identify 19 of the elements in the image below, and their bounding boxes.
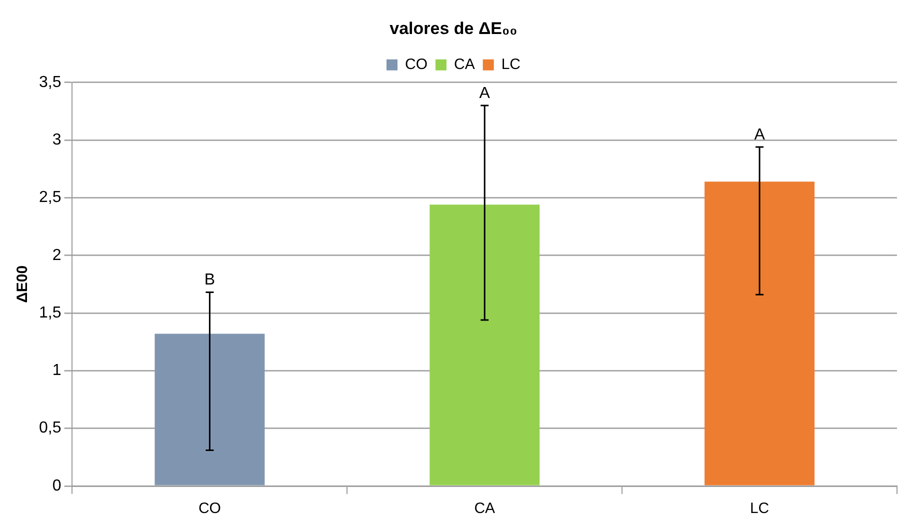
y-tick-label: 0,5	[38, 420, 62, 437]
y-tick-label: 1	[52, 362, 62, 380]
x-tick-label: LC	[750, 500, 770, 518]
x-tick-label: CA	[474, 500, 496, 518]
chart-title: valores de ΔE₀₀	[390, 18, 518, 38]
y-tick-label: 3,5	[38, 74, 62, 91]
y-tick-label: 1,5	[38, 304, 62, 322]
annotation: B	[204, 272, 216, 289]
legend-label: CA	[454, 56, 475, 74]
y-tick-label: 3	[52, 131, 62, 148]
annotation: A	[479, 84, 490, 102]
legend-label: LC	[501, 56, 521, 74]
y-tick-label: 2	[52, 246, 62, 264]
annotation: A	[754, 126, 766, 144]
y-tick-label: 0	[52, 477, 62, 494]
y-axis-title: ΔE00	[14, 265, 32, 303]
x-tick-label: CO	[198, 500, 221, 518]
legend-label: CO	[404, 56, 428, 74]
y-tick-label: 2,5	[38, 189, 62, 206]
